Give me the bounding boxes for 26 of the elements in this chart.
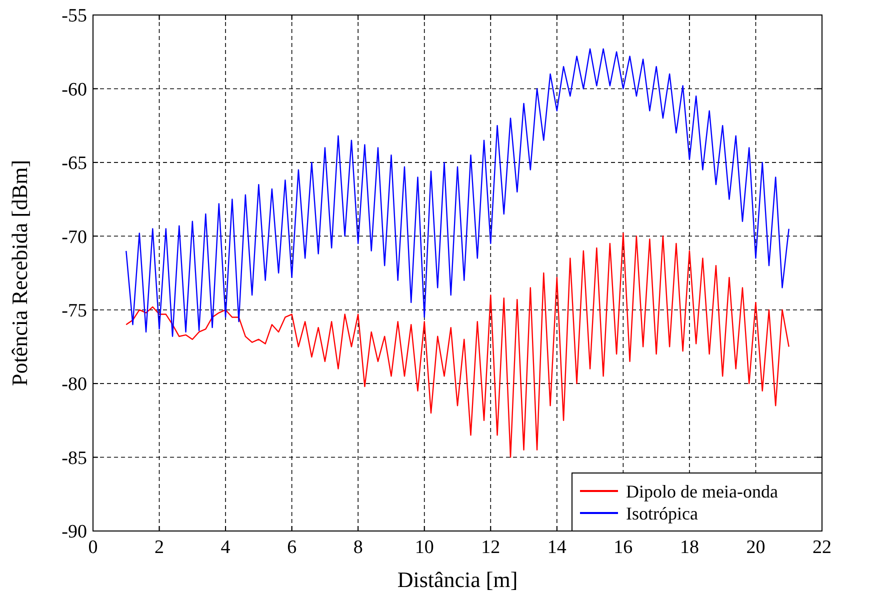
x-tick-label: 18 xyxy=(680,537,699,558)
x-tick-label: 10 xyxy=(414,537,434,558)
x-tick-label: 6 xyxy=(287,537,297,558)
y-tick-label: -60 xyxy=(62,79,87,100)
x-tick-label: 8 xyxy=(353,537,363,558)
x-tick-label: 12 xyxy=(481,537,500,558)
legend-label: Isotrópica xyxy=(626,503,698,524)
x-tick-label: 22 xyxy=(812,537,832,558)
x-tick-label: 4 xyxy=(220,537,231,558)
line-series xyxy=(126,48,790,337)
y-tick-label: -55 xyxy=(62,6,87,27)
x-tick-label: 2 xyxy=(154,537,164,558)
y-tick-label: -85 xyxy=(62,448,87,469)
y-tick-label: -80 xyxy=(62,374,87,396)
line-series xyxy=(126,232,790,458)
y-tick-label: -70 xyxy=(62,226,87,248)
y-tick-label: -90 xyxy=(62,522,87,543)
y-tick-label: -65 xyxy=(62,153,87,174)
legend-label: Dipolo de meia-onda xyxy=(626,481,778,502)
x-tick-label: 0 xyxy=(88,537,98,558)
y-axis-title: Potência Recebida [dBm] xyxy=(7,160,32,386)
y-tick-label: -75 xyxy=(62,300,87,322)
x-tick-label: 16 xyxy=(614,537,633,558)
x-axis-title: Distância [m] xyxy=(397,567,518,592)
x-tick-label: 14 xyxy=(547,537,567,558)
x-tick-label: 20 xyxy=(746,537,766,558)
